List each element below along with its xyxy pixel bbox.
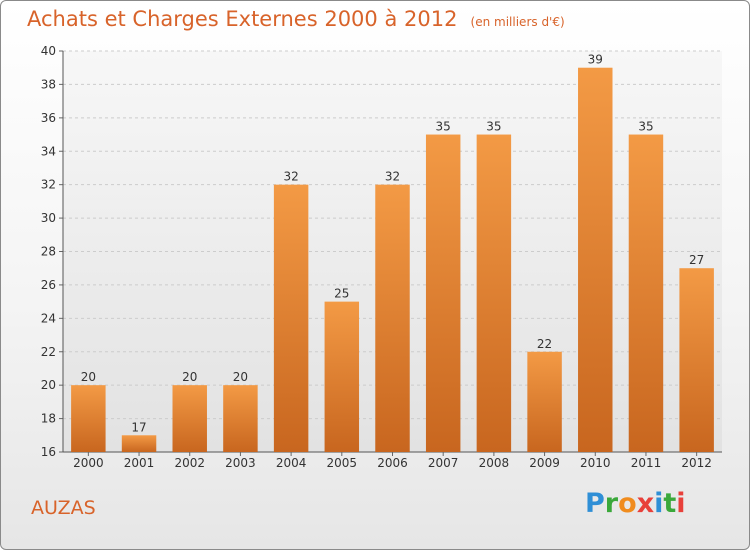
logo-letter: P [585, 488, 605, 519]
y-tick-label: 22 [41, 345, 56, 359]
town-name: AUZAS [31, 497, 96, 519]
x-tick-label: 2009 [529, 456, 560, 470]
x-tick-label: 2004 [276, 456, 307, 470]
bar [375, 184, 410, 452]
chart-title-text: Achats et Charges Externes 2000 à 2012 [27, 7, 458, 31]
logo-letter: x [636, 488, 655, 519]
bar [578, 67, 613, 452]
bar [273, 184, 309, 452]
bar [476, 134, 512, 452]
chart-unit-note: (en milliers d'€) [470, 15, 565, 29]
data-label: 35 [436, 120, 451, 134]
bar [679, 268, 714, 452]
data-label: 27 [689, 253, 704, 267]
logo-letter: r [604, 488, 619, 519]
x-tick-label: 2002 [174, 456, 205, 470]
y-tick-label: 38 [41, 77, 56, 91]
x-tick-label: 2010 [580, 456, 611, 470]
y-tick-label: 32 [41, 178, 56, 192]
x-tick-label: 2007 [428, 456, 459, 470]
x-tick-label: 2006 [377, 456, 408, 470]
y-tick-label: 28 [41, 245, 56, 259]
data-label: 32 [283, 170, 298, 184]
data-label: 20 [81, 370, 96, 384]
bar [527, 351, 562, 452]
logo-letter: i [676, 488, 686, 519]
y-tick-label: 20 [41, 378, 56, 392]
x-tick-label: 2012 [681, 456, 712, 470]
bar [425, 134, 461, 452]
data-label: 22 [537, 337, 552, 351]
bar [223, 385, 258, 452]
y-tick-label: 16 [41, 445, 56, 459]
bar [324, 301, 360, 452]
data-label: 17 [131, 420, 146, 434]
y-tick-label: 36 [41, 111, 56, 125]
bar [628, 134, 664, 452]
bar [172, 385, 207, 452]
bar [71, 385, 106, 452]
x-tick-label: 2001 [124, 456, 155, 470]
y-tick-label: 26 [41, 278, 56, 292]
chart-title: Achats et Charges Externes 2000 à 2012 (… [27, 7, 565, 31]
y-tick-label: 18 [41, 412, 56, 426]
data-label: 20 [182, 370, 197, 384]
data-label: 32 [385, 170, 400, 184]
data-label: 35 [486, 120, 501, 134]
proxiti-logo: Proxiti [585, 488, 686, 519]
y-tick-label: 30 [41, 211, 56, 225]
logo-letter: t [663, 488, 677, 519]
bar [121, 435, 157, 452]
y-tick-label: 24 [41, 311, 56, 325]
x-tick-label: 2003 [225, 456, 256, 470]
x-tick-label: 2000 [73, 456, 104, 470]
logo-letter: o [618, 488, 637, 519]
data-label: 20 [233, 370, 248, 384]
x-tick-label: 2005 [327, 456, 358, 470]
y-tick-label: 34 [41, 144, 56, 158]
x-tick-label: 2008 [479, 456, 510, 470]
data-label: 25 [334, 287, 349, 301]
y-tick-label: 40 [41, 44, 56, 58]
data-label: 39 [588, 53, 603, 67]
logo-letter: i [654, 488, 664, 519]
data-label: 35 [638, 120, 653, 134]
x-tick-label: 2011 [631, 456, 662, 470]
